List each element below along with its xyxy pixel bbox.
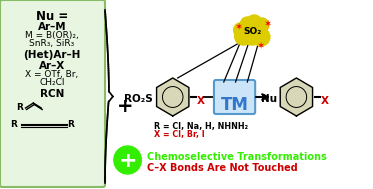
Circle shape bbox=[255, 18, 269, 32]
Text: R: R bbox=[16, 103, 23, 112]
Text: SO₂: SO₂ bbox=[243, 28, 261, 36]
Text: ✶: ✶ bbox=[256, 41, 264, 51]
Text: Chemoselective Transformations: Chemoselective Transformations bbox=[147, 152, 327, 162]
Text: RCN: RCN bbox=[40, 89, 64, 99]
Polygon shape bbox=[280, 78, 313, 116]
Text: X = OTf, Br,: X = OTf, Br, bbox=[25, 70, 79, 79]
Text: R = Cl, Na, H, NHNH₂: R = Cl, Na, H, NHNH₂ bbox=[154, 122, 248, 131]
FancyBboxPatch shape bbox=[0, 0, 105, 187]
Circle shape bbox=[252, 28, 270, 46]
Text: TM: TM bbox=[220, 96, 248, 114]
Text: X = Cl, Br, I: X = Cl, Br, I bbox=[154, 130, 205, 139]
Text: M = B(OR)₂,: M = B(OR)₂, bbox=[25, 31, 79, 40]
Circle shape bbox=[246, 15, 262, 31]
Text: R: R bbox=[10, 120, 17, 129]
Circle shape bbox=[241, 17, 254, 31]
Text: CH₂Cl: CH₂Cl bbox=[39, 78, 65, 87]
Text: Ar–M: Ar–M bbox=[38, 22, 66, 32]
Text: (Het)Ar–H: (Het)Ar–H bbox=[23, 50, 81, 60]
Circle shape bbox=[239, 19, 265, 45]
Text: SnR₃, SiR₃: SnR₃, SiR₃ bbox=[29, 39, 75, 48]
Circle shape bbox=[233, 23, 247, 37]
Text: Nu: Nu bbox=[261, 94, 277, 104]
Text: Ar–X: Ar–X bbox=[39, 61, 65, 71]
Text: +: + bbox=[118, 151, 137, 171]
Text: Nu =: Nu = bbox=[36, 10, 68, 23]
Text: RO₂S: RO₂S bbox=[124, 94, 153, 104]
Polygon shape bbox=[157, 78, 189, 116]
Text: C–X Bonds Are Not Touched: C–X Bonds Are Not Touched bbox=[147, 163, 298, 173]
Text: ✶: ✶ bbox=[234, 22, 242, 32]
Circle shape bbox=[114, 146, 141, 174]
Text: X: X bbox=[321, 96, 329, 106]
Text: R: R bbox=[67, 120, 73, 129]
Circle shape bbox=[235, 27, 252, 45]
FancyBboxPatch shape bbox=[214, 80, 255, 114]
Text: +: + bbox=[117, 97, 134, 116]
Text: X: X bbox=[197, 96, 205, 106]
Text: ✶: ✶ bbox=[263, 19, 271, 29]
